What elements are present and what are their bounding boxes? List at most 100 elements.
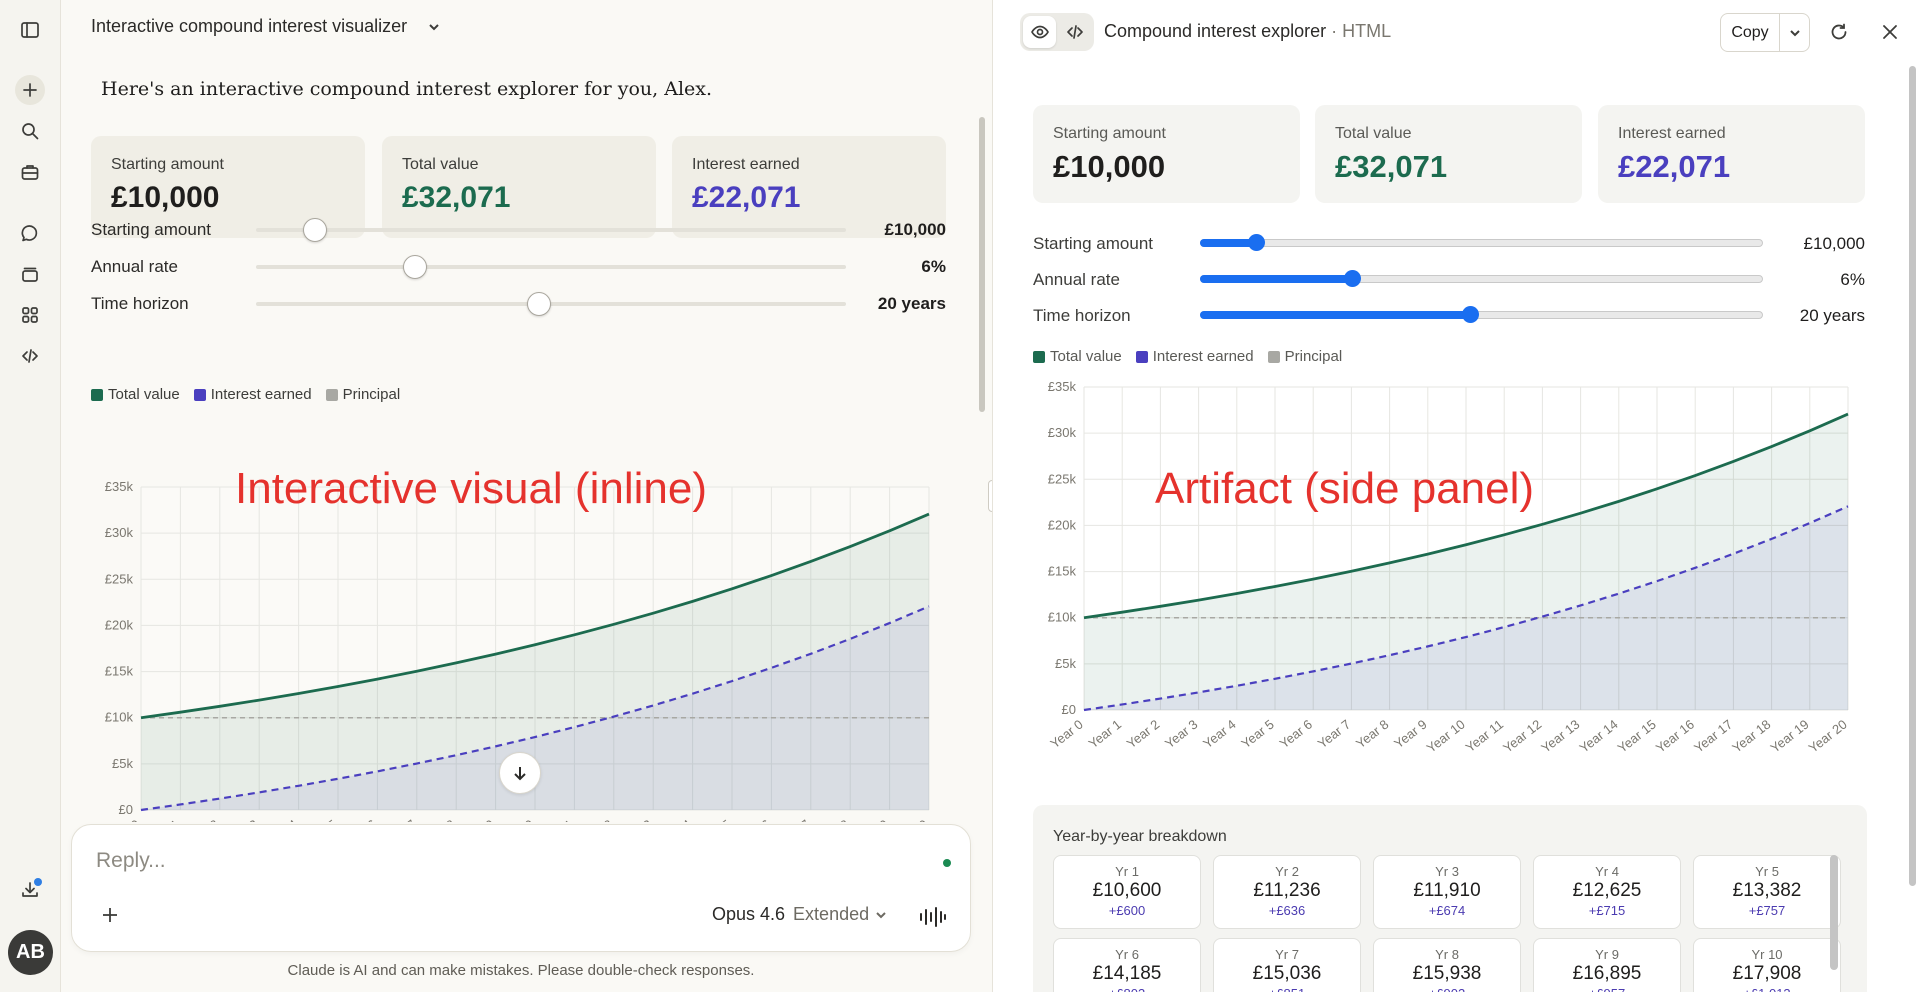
sidebar-toggle-icon[interactable] (15, 15, 45, 45)
x-tick-label: Year 20 (1806, 717, 1850, 756)
starting-amount-slider[interactable] (256, 218, 846, 242)
slider-thumb[interactable] (303, 218, 327, 242)
download-icon[interactable] (15, 875, 45, 905)
breakdown-scrollbar[interactable] (1830, 855, 1838, 970)
x-tick-label: Year 20 (887, 817, 931, 822)
x-tick-label: Year 1 (1086, 717, 1124, 752)
breakdown-delta: +£902 (1374, 986, 1520, 992)
slider-thumb[interactable] (527, 292, 552, 316)
y-tick-label: £30k (1048, 425, 1077, 440)
copy-button-group: Copy (1720, 13, 1810, 52)
x-tick-label: Year 10 (1424, 717, 1468, 756)
legend-total: Total value (91, 386, 180, 403)
projects-icon[interactable] (15, 259, 45, 289)
breakdown-value: £11,910 (1413, 880, 1481, 901)
disclaimer: Claude is AI and can make mistakes. Plea… (287, 962, 755, 979)
reply-input[interactable] (96, 849, 896, 873)
briefcase-icon[interactable] (15, 157, 45, 187)
card-value: £22,071 (1618, 149, 1731, 184)
y-tick-label: £35k (105, 479, 134, 494)
breakdown-delta: +£851 (1214, 986, 1360, 992)
breakdown-year: Yr 4 (1595, 864, 1619, 879)
search-icon[interactable] (15, 116, 45, 146)
breakdown-value: £11,236 (1253, 880, 1321, 901)
time-horizon-value: 20 years (1799, 306, 1865, 325)
breakdown-value: £13,382 (1732, 880, 1802, 901)
interest-area (141, 606, 929, 810)
breakdown-card: Yr 1 £10,600 +£600 (1053, 855, 1201, 929)
starting-amount-slider[interactable] (1200, 234, 1763, 251)
breakdown-delta: +£636 (1268, 903, 1306, 918)
artifact-content[interactable]: Starting amount £10,000 Total value £32,… (993, 62, 1920, 992)
chat-scroll-area[interactable]: Here's an interactive compound interest … (61, 62, 991, 822)
annual-rate-slider[interactable] (1200, 270, 1763, 287)
slider-thumb[interactable] (1462, 306, 1480, 323)
legend-swatch (1267, 350, 1280, 363)
slider-fill (1200, 239, 1257, 247)
y-tick-label: £10k (1048, 610, 1077, 625)
scroll-down-button[interactable] (499, 752, 541, 794)
code-tab[interactable] (1058, 16, 1091, 48)
voice-icon[interactable] (918, 905, 948, 929)
refresh-icon[interactable] (1827, 20, 1851, 44)
x-tick-label: Year 17 (1691, 717, 1735, 756)
breakdown-year: Yr 9 (1595, 947, 1619, 962)
legend-swatch (1033, 350, 1045, 363)
artifacts-icon[interactable] (15, 300, 45, 330)
x-tick-label: Year 10 (493, 817, 537, 822)
total-value-card: Total value £32,071 (1315, 105, 1582, 203)
breakdown-year: Yr 6 (1115, 947, 1139, 962)
new-chat-icon[interactable] (15, 75, 45, 105)
chat-scrollbar[interactable] (979, 117, 985, 412)
artifact-panel: Compound interest explorer · HTML Copy S… (992, 0, 1920, 992)
slider-thumb[interactable] (1344, 270, 1361, 287)
close-icon[interactable] (1878, 20, 1902, 44)
interest-line (140, 605, 930, 812)
legend-label: Principal (342, 386, 401, 403)
card-label: Starting amount (111, 156, 224, 173)
copy-button[interactable]: Copy (1721, 14, 1780, 51)
breakdown-year: Yr 3 (1435, 864, 1459, 879)
card-label: Total value (1335, 125, 1412, 142)
x-tick-label: Year 5 (1238, 717, 1276, 752)
breakdown-value: £14,185 (1092, 963, 1162, 984)
legend-label: Interest earned (1152, 348, 1254, 365)
avatar[interactable]: AB (8, 930, 53, 975)
artifact-scrollbar[interactable] (1909, 66, 1916, 886)
model-selector[interactable]: Opus 4.6 Extended (712, 904, 887, 925)
attach-button[interactable] (96, 901, 124, 929)
composer: Opus 4.6 Extended (71, 824, 971, 952)
breakdown-card: Yr 3 £11,910 +£674 (1373, 855, 1521, 929)
legend-label: Principal (1284, 348, 1343, 365)
legend-label: Total value (1050, 348, 1122, 365)
code-icon[interactable] (15, 341, 45, 371)
breakdown-delta: +£803 (1054, 986, 1200, 992)
y-tick-label: £35k (1048, 379, 1077, 394)
legend-label: Total value (108, 386, 180, 403)
slider-fill (1200, 275, 1352, 283)
y-tick-label: £5k (112, 756, 133, 771)
y-tick-label: £5k (1055, 656, 1076, 671)
year-breakdown: Year-by-year breakdown Yr 1 £10,600 +£600 Y… (1033, 805, 1867, 992)
conversation-title: Interactive compound interest visualizer (91, 16, 408, 36)
time-horizon-label: Time horizon (1033, 306, 1131, 325)
plus-icon (103, 908, 117, 922)
copy-options-button[interactable] (1780, 14, 1809, 51)
preview-tab[interactable] (1023, 16, 1056, 48)
x-tick-label: Year 11 (533, 817, 576, 822)
x-tick-label: Year 19 (1767, 717, 1811, 756)
annual-rate-slider[interactable] (256, 255, 846, 279)
card-value: £10,000 (111, 181, 220, 214)
slider-thumb[interactable] (403, 255, 428, 279)
legend-swatch (193, 388, 206, 401)
time-horizon-slider[interactable] (1200, 306, 1763, 323)
x-tick-label: Year 0 (1047, 717, 1085, 752)
chats-icon[interactable] (15, 218, 45, 248)
conversation-title-dropdown[interactable]: Interactive compound interest visualizer (91, 16, 441, 37)
slider-thumb[interactable] (1248, 234, 1266, 251)
time-horizon-slider[interactable] (256, 292, 846, 316)
x-tick-label: Year 4 (262, 817, 300, 822)
x-tick-label: Year 14 (650, 817, 694, 822)
x-tick-label: Year 2 (1124, 717, 1162, 752)
